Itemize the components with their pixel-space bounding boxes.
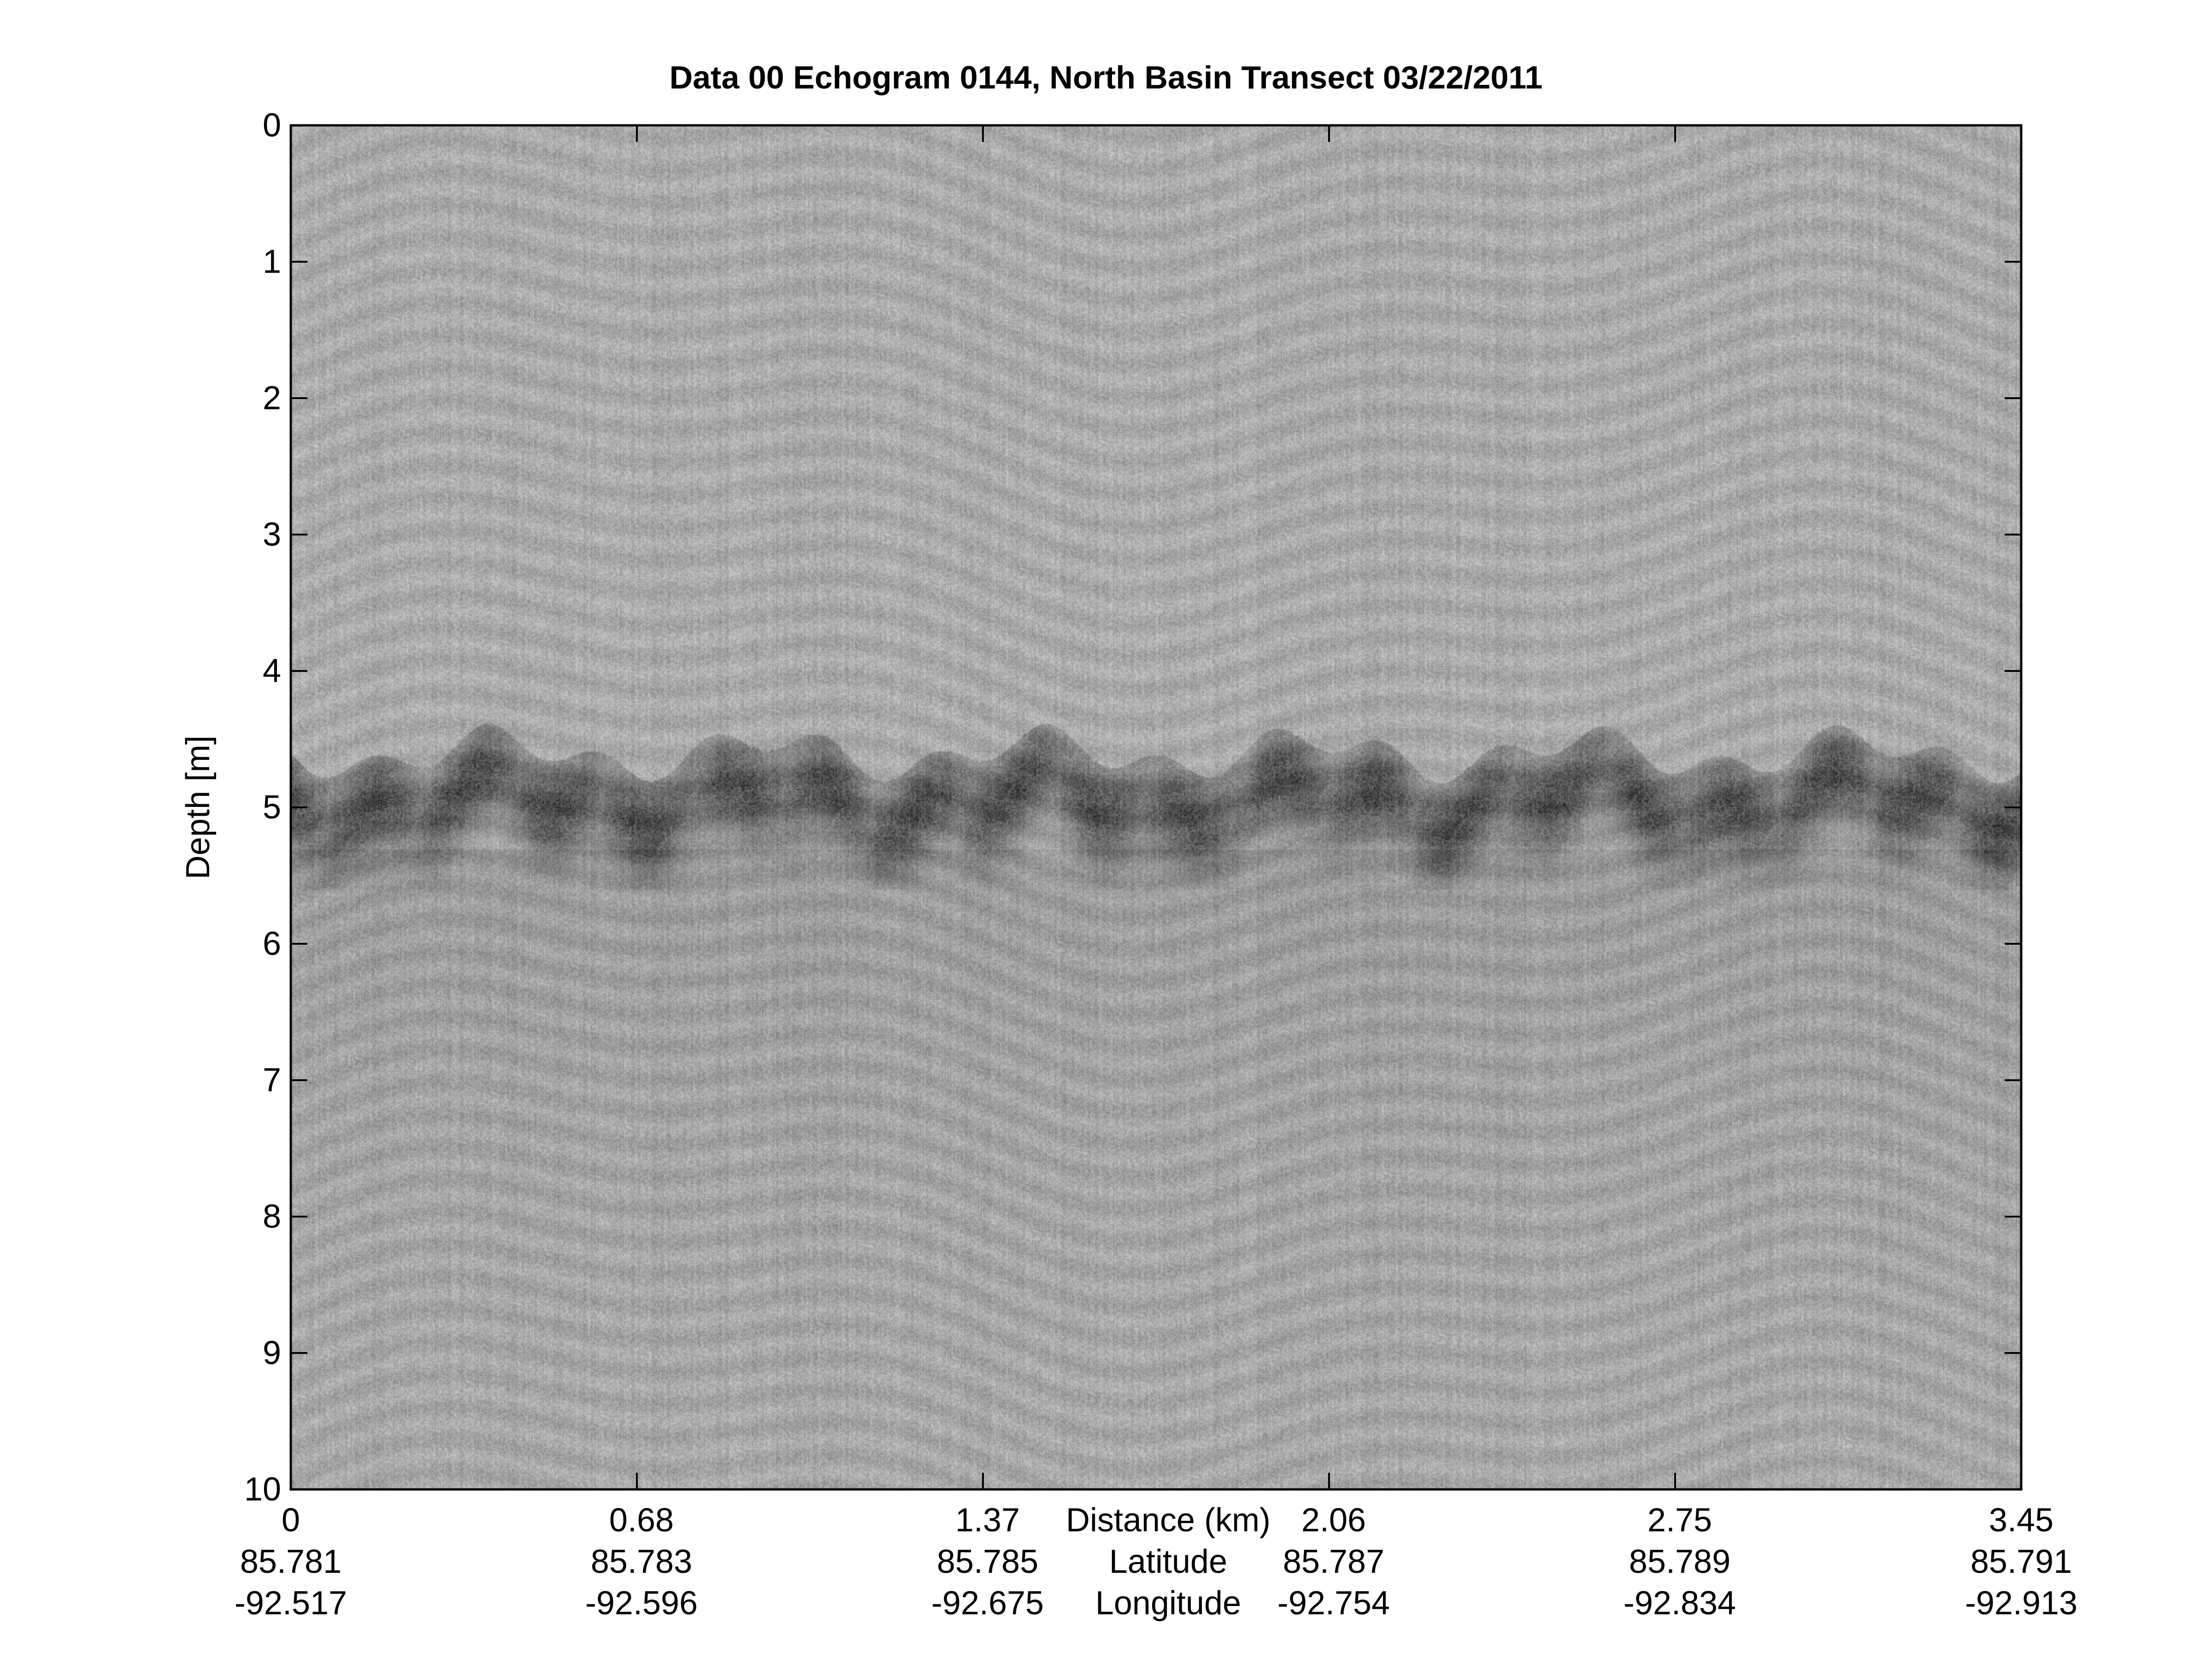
- plot-border: [289, 124, 2023, 1491]
- latitude-tick-label: 85.791: [1970, 1543, 2072, 1580]
- latitude-tick-label: 85.787: [1282, 1543, 1385, 1580]
- y-tick-label: 9: [262, 1335, 281, 1371]
- x-axis-label: Distance (km): [1065, 1502, 1271, 1539]
- latitude-tick-label: 85.783: [590, 1543, 693, 1580]
- latitude-row-label: Latitude: [1109, 1543, 1228, 1580]
- y-tick-label: 4: [262, 653, 281, 689]
- longitude-tick-label: -92.834: [1623, 1585, 1736, 1622]
- longitude-tick-label: -92.913: [1965, 1585, 2078, 1622]
- y-tick-label: 6: [262, 925, 281, 962]
- y-tick-label: 10: [244, 1471, 281, 1508]
- y-tick-label: 5: [262, 789, 281, 826]
- longitude-tick-label: -92.517: [234, 1585, 347, 1622]
- longitude-tick-label: -92.596: [585, 1585, 698, 1622]
- longitude-row-label: Longitude: [1095, 1585, 1241, 1622]
- x-tick-label: 1.37: [955, 1502, 1020, 1539]
- y-tick-label: 2: [262, 380, 281, 417]
- y-tick-label: 3: [262, 516, 281, 553]
- y-tick-label: 1: [262, 243, 281, 280]
- x-tick-label: 2.75: [1647, 1502, 1712, 1539]
- y-tick-label: 8: [262, 1198, 281, 1235]
- y-axis-label: Depth [m]: [180, 735, 217, 880]
- x-tick-label: 3.45: [1988, 1502, 2054, 1539]
- x-tick-label: 0: [281, 1502, 300, 1539]
- latitude-tick-label: 85.781: [240, 1543, 342, 1580]
- y-tick-label: 7: [262, 1062, 281, 1099]
- x-tick-label: 2.06: [1301, 1502, 1366, 1539]
- x-tick-label: 0.68: [609, 1502, 674, 1539]
- longitude-tick-label: -92.675: [931, 1585, 1044, 1622]
- longitude-tick-label: -92.754: [1277, 1585, 1390, 1622]
- latitude-tick-label: 85.785: [936, 1543, 1039, 1580]
- chart-title: Data 00 Echogram 0144, North Basin Trans…: [669, 59, 1543, 95]
- latitude-tick-label: 85.789: [1629, 1543, 1731, 1580]
- echogram-image: [291, 125, 2021, 1489]
- y-tick-label: 0: [262, 107, 281, 144]
